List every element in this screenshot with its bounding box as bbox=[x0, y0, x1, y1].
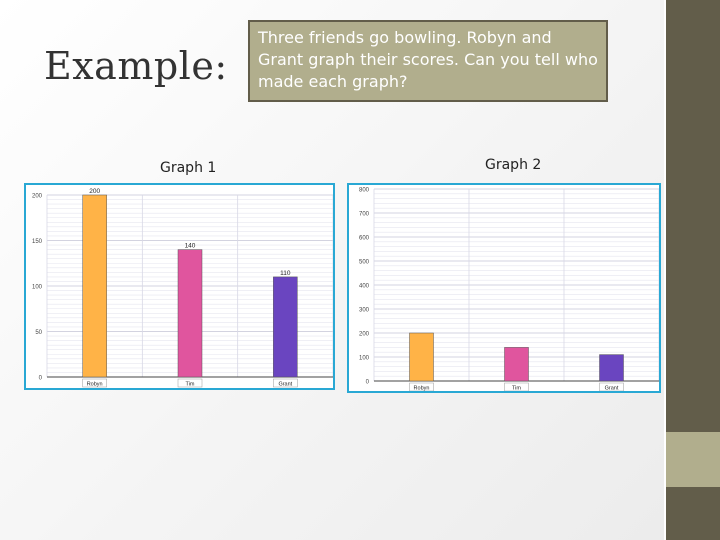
graph2-chart: 0 100 200 300 400 500 600 700 800 Robyn Tim Grant bbox=[349, 185, 660, 391]
side-band-light bbox=[666, 432, 720, 487]
graph1-xtick-label: Robyn bbox=[87, 381, 103, 387]
side-band-dark bbox=[666, 0, 720, 432]
side-band-divider bbox=[664, 0, 666, 540]
graph2-xtick-label: Grant bbox=[605, 385, 619, 391]
graph1-data-label: 140 bbox=[185, 243, 196, 250]
graph1-data-label: 110 bbox=[280, 270, 291, 277]
graph1-bar-robyn bbox=[82, 194, 107, 378]
graph2-ytick-label: 500 bbox=[359, 260, 370, 266]
graph2-xtick-label: Robyn bbox=[414, 385, 430, 391]
graph1-frame: 0 50 100 150 200 200 Robyn 140 Tim 110 Grant bbox=[24, 183, 335, 390]
graph1-ytick-label: 50 bbox=[35, 330, 42, 336]
graph1-data-label: 200 bbox=[89, 188, 100, 195]
graph2-bar-grant bbox=[599, 354, 624, 382]
graph1-bar-tim bbox=[177, 249, 203, 378]
graph1-ytick-label: 150 bbox=[32, 239, 43, 245]
graph2-ytick-label: 400 bbox=[359, 284, 370, 290]
graph2-ytick-label: 300 bbox=[359, 308, 370, 314]
graph2-xtick-label: Tim bbox=[512, 385, 521, 391]
graph2-frame: 0 100 200 300 400 500 600 700 800 Robyn Tim Grant bbox=[347, 183, 661, 393]
graph1-caption: Graph 1 bbox=[160, 160, 217, 176]
graph2-ytick-label: 100 bbox=[359, 356, 370, 362]
question-text: Three friends go bowling. Robyn and Gran… bbox=[258, 28, 598, 91]
graph1-bar-grant bbox=[273, 276, 298, 378]
graph1-chart: 0 50 100 150 200 200 Robyn 140 Tim 110 Grant bbox=[26, 185, 334, 388]
graph2-ytick-label: 700 bbox=[359, 212, 370, 218]
graph1-ytick-label: 200 bbox=[32, 194, 43, 200]
graph2-bar-tim bbox=[504, 347, 529, 382]
question-box: Three friends go bowling. Robyn and Gran… bbox=[248, 20, 608, 102]
graph1-xtick-label: Tim bbox=[186, 381, 195, 387]
graph1-xtick-box bbox=[82, 378, 107, 388]
graph1-xtick-box bbox=[177, 378, 203, 388]
graph2-ytick-label: 0 bbox=[366, 380, 370, 386]
graph2-caption: Graph 2 bbox=[485, 157, 542, 173]
graph1-ytick-label: 0 bbox=[39, 376, 43, 382]
graph1-xtick-label: Grant bbox=[278, 381, 292, 387]
graph2-ytick-label: 800 bbox=[359, 188, 370, 194]
graph1-xtick-box bbox=[273, 378, 298, 388]
slide-title: Example: bbox=[44, 44, 228, 88]
graph2-bar-robyn bbox=[409, 332, 434, 382]
graph1-ytick-label: 100 bbox=[32, 285, 43, 291]
side-band-bottom bbox=[666, 487, 720, 540]
graph2-ytick-label: 200 bbox=[359, 332, 370, 338]
graph2-ytick-label: 600 bbox=[359, 236, 370, 242]
